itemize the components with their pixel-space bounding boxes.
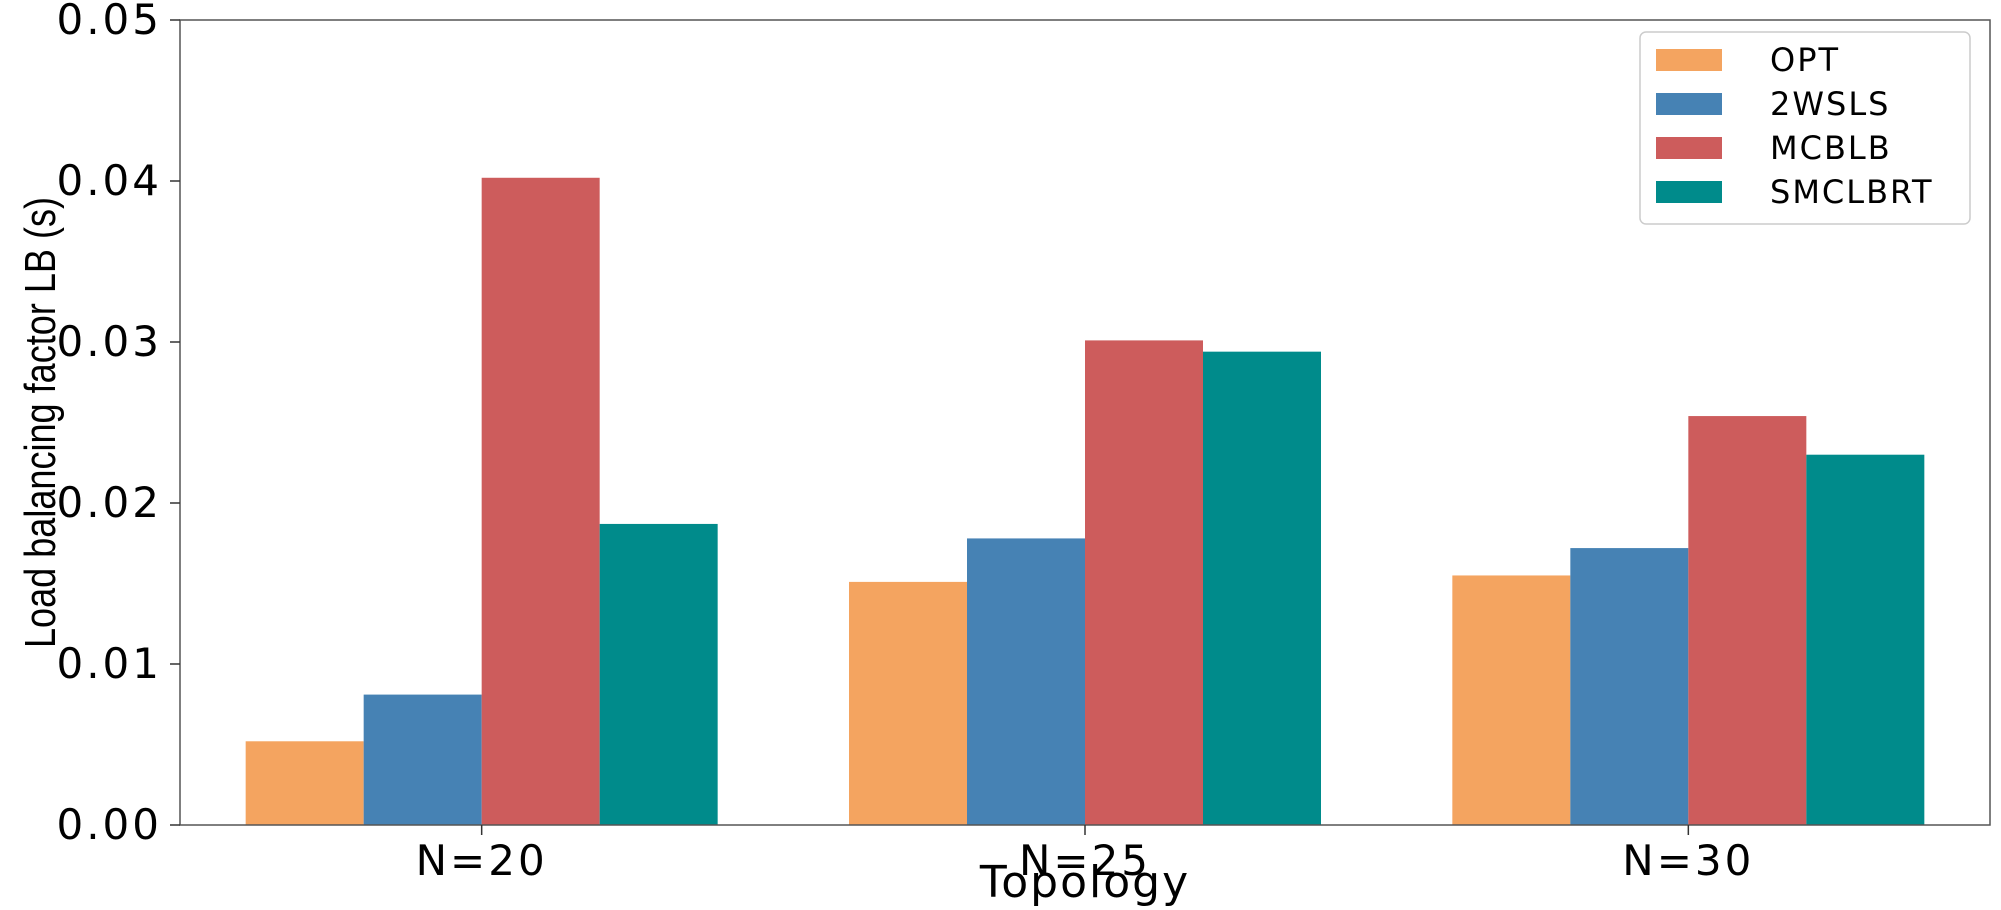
legend-label-2wsls: 2WSLS bbox=[1770, 85, 1890, 123]
y-tick-label: 0.05 bbox=[56, 0, 162, 44]
y-tick-label: 0.00 bbox=[56, 800, 162, 849]
y-tick-label: 0.03 bbox=[56, 317, 162, 366]
y-tick-label: 0.01 bbox=[56, 639, 162, 688]
legend-label-mcblb: MCBLB bbox=[1770, 129, 1892, 167]
x-axis: N=20 N=25 N=30 bbox=[416, 825, 1754, 885]
bar-smclbrt-1 bbox=[599, 523, 718, 825]
legend-swatch-opt bbox=[1656, 49, 1722, 71]
legend-label-opt: OPT bbox=[1770, 41, 1840, 79]
legend-swatch-smclbrt bbox=[1656, 181, 1722, 203]
bar-opt-2 bbox=[849, 581, 967, 825]
bar-opt-3 bbox=[1452, 575, 1571, 825]
bar-mcblb-2 bbox=[1085, 340, 1203, 825]
legend-swatch-2wsls bbox=[1656, 93, 1722, 115]
y-axis: 0.00 0.01 0.02 0.03 0.04 0.05 bbox=[56, 0, 180, 849]
x-tick-label: N=20 bbox=[416, 836, 548, 885]
bar-2wsls-3 bbox=[1570, 548, 1689, 825]
legend-label-smclbrt: SMCLBRT bbox=[1770, 173, 1934, 211]
x-tick-label: N=25 bbox=[1019, 836, 1151, 885]
legend-swatch-mcblb bbox=[1656, 137, 1722, 159]
bar-smclbrt-3 bbox=[1806, 454, 1925, 825]
bar-mcblb-1 bbox=[481, 177, 600, 825]
bar-smclbrt-2 bbox=[1203, 351, 1321, 825]
y-tick-label: 0.04 bbox=[56, 156, 162, 205]
bar-2wsls-2 bbox=[967, 538, 1085, 825]
bar-opt-1 bbox=[245, 741, 364, 825]
x-axis-label: Topology bbox=[979, 857, 1190, 908]
legend: OPT 2WSLS MCBLB SMCLBRT bbox=[1639, 31, 1971, 225]
y-tick-label: 0.02 bbox=[56, 478, 162, 527]
x-tick-label: N=30 bbox=[1622, 836, 1754, 885]
bar-mcblb-3 bbox=[1688, 416, 1807, 825]
bar-2wsls-1 bbox=[363, 694, 482, 825]
bars-group bbox=[245, 177, 1925, 825]
legend-box bbox=[1639, 31, 1971, 225]
y-axis-label: Load balancing factor LB (s) bbox=[16, 197, 65, 648]
